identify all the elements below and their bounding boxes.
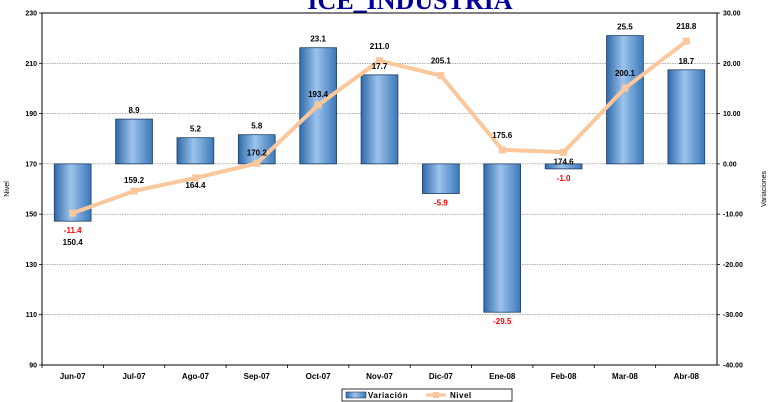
- variacion-data-label: 25.5: [617, 23, 633, 32]
- legend: Variación Nivel: [341, 388, 513, 402]
- variacion-data-label: -1.0: [557, 174, 571, 183]
- x-tick-label: Feb-08: [551, 372, 577, 381]
- nivel-point: [69, 209, 77, 217]
- y-right-tick-label: -20.00: [723, 262, 743, 269]
- variacion-data-label: 23.1: [310, 35, 326, 44]
- nivel-data-label: 205.1: [431, 57, 452, 66]
- nivel-point: [621, 84, 629, 92]
- variacion-bar: [53, 163, 92, 222]
- variacion-data-label: -11.4: [64, 226, 82, 235]
- axes: 90 110 130 150 170 190 210 230 -40.00 -30.00 -20.0…: [25, 11, 743, 382]
- nivel-point: [437, 72, 445, 80]
- variacion-bars: [53, 35, 706, 313]
- y-left-tick-label: 170: [25, 161, 37, 168]
- variacion-data-label: -29.5: [493, 317, 512, 326]
- y-right-tick-label: 0.00: [723, 161, 737, 168]
- variacion-data-label: 5.8: [251, 122, 263, 131]
- legend-variacion-swatch: [345, 391, 367, 399]
- variacion-data-label: 5.2: [190, 125, 202, 134]
- nivel-point: [498, 146, 506, 154]
- data-labels: -11.4 8.9 5.2 5.8 23.1 17.7 -5.9 -29.5 -1.0 25.5 1…: [63, 22, 697, 326]
- variacion-bar: [422, 163, 460, 194]
- nivel-point: [560, 148, 568, 156]
- nivel-data-label: 200.1: [615, 69, 636, 78]
- nivel-line: [69, 37, 690, 217]
- chart-title: ICE_INDUSTRIA: [307, 0, 512, 15]
- nivel-data-label: 159.2: [124, 176, 145, 185]
- variacion-data-label: 17.7: [372, 62, 388, 71]
- x-tick-label: Dic-07: [429, 372, 454, 381]
- variacion-bar: [237, 134, 276, 165]
- x-tick-label: Oct-07: [306, 372, 331, 381]
- x-tick-label: Ago-07: [182, 372, 210, 381]
- variacion-bar: [667, 69, 706, 165]
- y-right-tick-label: 10.00: [723, 111, 741, 118]
- variacion-data-label: 18.7: [679, 57, 695, 66]
- y-left-tick-label: 110: [26, 312, 37, 319]
- nivel-point: [130, 187, 138, 195]
- nivel-data-label: 164.4: [185, 181, 206, 190]
- legend-nivel-label: Nivel: [450, 391, 472, 400]
- legend-variacion-label: Variación: [368, 391, 408, 400]
- y-left-axis-label: Nivel: [4, 181, 11, 197]
- nivel-data-label: 175.6: [492, 131, 513, 140]
- variacion-data-label: -5.9: [434, 199, 448, 208]
- y-left-tick-label: 230: [25, 11, 37, 18]
- x-tick-label: Ene-08: [489, 372, 516, 381]
- y-right-tick-label: 30.00: [723, 11, 741, 18]
- x-tick-label: Mar-08: [612, 372, 638, 381]
- nivel-data-label: 174.6: [554, 157, 575, 166]
- y-right-tick-label: -30.00: [723, 312, 743, 319]
- variacion-bar: [544, 163, 583, 170]
- variacion-bar: [115, 118, 153, 165]
- x-tick-label: Nov-07: [366, 372, 393, 381]
- x-tick-label: Jun-07: [60, 372, 86, 381]
- y-left-tick-label: 210: [25, 61, 37, 68]
- legend-nivel-swatch-marker: [433, 392, 439, 398]
- nivel-data-label: 218.8: [676, 22, 697, 31]
- y-right-tick-label: -40.00: [723, 363, 743, 370]
- nivel-data-label: 211.0: [370, 42, 390, 51]
- y-right-axis-label: Variaciones: [761, 170, 768, 207]
- x-tick-label: Abr-08: [674, 372, 700, 381]
- nivel-data-label: 150.4: [63, 238, 84, 247]
- variacion-data-label: 8.9: [128, 106, 140, 115]
- y-left-tick-label: 90: [29, 363, 37, 370]
- variacion-bar: [483, 163, 522, 313]
- y-left-tick-label: 150: [25, 212, 37, 219]
- nivel-data-label: 170.2: [247, 148, 268, 157]
- x-tick-label: Sep-07: [244, 372, 271, 381]
- y-right-tick-label: 20.00: [723, 61, 741, 68]
- variacion-bar: [176, 137, 215, 165]
- nivel-data-label: 193.4: [308, 90, 329, 99]
- nivel-point: [191, 174, 199, 182]
- x-tick-label: Jul-07: [122, 372, 146, 381]
- nivel-point: [253, 159, 261, 167]
- plot-area-frame: [41, 12, 718, 366]
- nivel-point: [682, 37, 690, 45]
- nivel-point: [314, 101, 322, 109]
- variacion-bar: [360, 74, 399, 165]
- y-right-tick-label: -10.00: [723, 212, 743, 219]
- nivel-point: [376, 57, 383, 65]
- y-left-tick-label: 190: [25, 111, 37, 118]
- y-left-tick-label: 130: [25, 262, 37, 269]
